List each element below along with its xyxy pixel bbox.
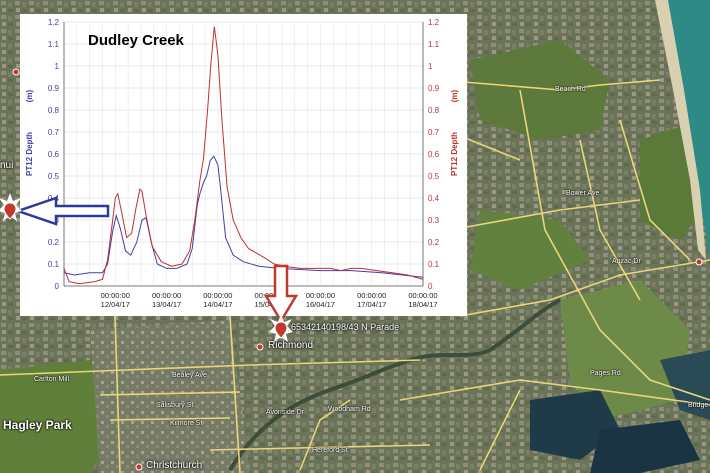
city-centre-area (90, 320, 250, 473)
road-label: Anzac Dr (612, 258, 641, 265)
y-tick-label-right: 0.2 (428, 238, 440, 247)
place-label-hagley-park: Hagley Park (3, 418, 72, 432)
park-area (470, 40, 610, 140)
hagley-park-area (0, 360, 120, 473)
place-dot-icon (135, 463, 143, 471)
x-tick-label-time: 00:00:00 (152, 291, 181, 300)
place-label-richmond: Richmond (268, 340, 314, 351)
y-tick-label-left: 1.2 (48, 18, 60, 27)
y-tick-label-left: 0.2 (48, 238, 60, 247)
site-label: 65342140198/43 N Parade (291, 322, 400, 332)
y-tick-label-right: 0.7 (428, 128, 440, 137)
y-tick-label-left: 0.3 (48, 216, 60, 225)
y-tick-label-left: 1.1 (48, 40, 60, 49)
y-tick-label-left: 0.9 (48, 84, 60, 93)
y-axis-unit-right: (m) (450, 89, 459, 102)
x-tick-label-time: 00:00:00 (306, 291, 335, 300)
y-tick-label-right: 1 (428, 62, 433, 71)
road-network (0, 79, 710, 473)
y-tick-label-right: 0 (428, 282, 433, 291)
x-tick-label-time: 00:00:00 (101, 291, 130, 300)
x-tick-label-date: 12/04/17 (101, 300, 130, 309)
y-tick-label-right: 0.3 (428, 216, 440, 225)
y-tick-label-right: 1.2 (428, 18, 440, 27)
road-label: Woodham Rd (328, 406, 371, 413)
y-axis-title-left: PT12 Depth (25, 132, 34, 176)
place-dot-icon (695, 258, 703, 266)
road-label: Bower Ave (566, 190, 600, 197)
road-label: Pages Rd (590, 370, 621, 377)
y-tick-label-right: 0.1 (428, 260, 440, 269)
x-tick-label-date: 15/04/17 (255, 300, 284, 309)
y-tick-label-left: 0 (55, 282, 60, 291)
road-label: Bealey Ave (172, 372, 207, 379)
y-tick-label-left: 0.7 (48, 128, 60, 137)
place-dot-icon (12, 68, 20, 76)
y-tick-label-left: 0.1 (48, 260, 60, 269)
y-tick-label-right: 1.1 (428, 40, 440, 49)
oxidation-pond (590, 420, 700, 473)
x-tick-label-time: 00:00:00 (203, 291, 232, 300)
y-tick-label-right: 0.9 (428, 84, 440, 93)
park-area (470, 210, 590, 290)
road-label: Salisbury St (156, 402, 194, 409)
x-tick-label-time: 00:00:00 (357, 291, 386, 300)
y-tick-label-right: 0.4 (428, 194, 440, 203)
y-tick-label-left: 1 (55, 62, 60, 71)
road-label: Bridge (688, 402, 709, 409)
road-label: Carlton Mill (34, 376, 70, 383)
y-axis-unit-left: (m) (25, 89, 34, 102)
y-tick-label-right: 0.8 (428, 106, 440, 115)
y-tick-label-left: 0.6 (48, 150, 60, 159)
place-label-christchurch: Christchurch (146, 460, 203, 471)
road-label: Beach Rd (555, 86, 586, 93)
x-tick-label-date: 18/04/17 (408, 300, 437, 309)
road-label: Avonside Dr (266, 409, 305, 416)
x-tick-label-date: 13/04/17 (152, 300, 181, 309)
road-label: Kilmore St (170, 420, 203, 427)
x-tick-label-date: 17/04/17 (357, 300, 386, 309)
chart-title: Dudley Creek (88, 32, 184, 49)
place-label-left-edge: nui (0, 160, 14, 171)
x-tick-label-time: 00:00:00 (408, 291, 437, 300)
x-tick-label-date: 16/04/17 (306, 300, 335, 309)
y-tick-label-right: 0.6 (428, 150, 440, 159)
y-tick-label-left: 0.4 (48, 194, 60, 203)
chart-panel: 0 0 0.1 0.1 0.2 0.2 0.3 0.3 0.4 0.4 0.5 0.5 0.6 0.6 0.… (20, 14, 467, 316)
y-tick-label-left: 0.8 (48, 106, 60, 115)
series-line-2 (63, 26, 424, 285)
road-label: Hereford St (312, 447, 348, 454)
series-line-1 (63, 155, 424, 278)
depth-chart: 0 0 0.1 0.1 0.2 0.2 0.3 0.3 0.4 0.4 0.5 0.5 0.6 0.6 0.… (25, 18, 459, 309)
sea (660, 0, 710, 260)
x-tick-label-date: 14/04/17 (203, 300, 232, 309)
beach (655, 0, 706, 260)
y-tick-label-left: 0.5 (48, 172, 60, 181)
y-axis-title-right: PT12 Depth (450, 132, 459, 176)
x-tick-label-time: 00:00:00 (255, 291, 284, 300)
y-tick-label-right: 0.5 (428, 172, 440, 181)
place-dot-icon (256, 343, 264, 351)
